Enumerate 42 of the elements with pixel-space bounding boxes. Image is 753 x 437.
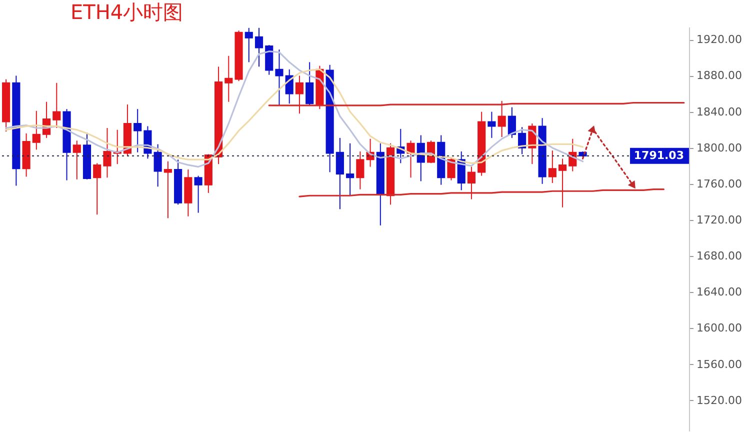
candlestick: [467, 166, 476, 200]
candlestick: [32, 110, 40, 150]
candlestick: [254, 27, 264, 68]
y-tick-label: 1520.00: [696, 394, 742, 407]
candlestick: [306, 62, 314, 106]
candlestick: [72, 140, 81, 180]
candlestick: [406, 140, 415, 178]
candlestick: [52, 82, 61, 128]
y-tick-label: 1600.00: [696, 322, 742, 335]
candlestick: [103, 128, 112, 178]
y-tick-label: 1680.00: [696, 250, 742, 263]
ref-line-label: 1791.03: [634, 148, 684, 162]
candlestick: [224, 55, 233, 102]
chart-title: ETH4小时图: [70, 0, 184, 24]
candlestick: [244, 27, 253, 63]
line-series: [5, 68, 584, 164]
y-tick-label: 1720.00: [696, 213, 742, 226]
candlestick: [336, 137, 344, 210]
candlestick: [498, 100, 506, 138]
y-tick-label: 1560.00: [696, 358, 742, 371]
candlestick: [134, 108, 142, 153]
candlestick: [356, 150, 364, 190]
y-tick-label: 1800.00: [696, 141, 742, 154]
y-tick-label: 1760.00: [696, 177, 742, 190]
candlestick: [558, 158, 567, 208]
candlestick: [508, 106, 516, 138]
candlestick: [164, 160, 172, 219]
candlestick: [154, 144, 162, 188]
candlestick: [447, 157, 456, 181]
candlestick: [488, 111, 496, 138]
candlestick: [295, 75, 304, 114]
y-tick-label: 1640.00: [696, 286, 742, 299]
candlestick: [548, 150, 556, 184]
candlestick: [194, 175, 202, 214]
candlestick: [275, 49, 284, 106]
candlestick: [346, 142, 354, 196]
y-tick-label: 1880.00: [696, 69, 742, 82]
candlestick: [518, 126, 526, 155]
line-series: [298, 188, 665, 198]
candlestick: [93, 162, 102, 216]
y-tick-label: 1840.00: [696, 105, 742, 118]
y-tick-label: 1920.00: [696, 33, 742, 46]
